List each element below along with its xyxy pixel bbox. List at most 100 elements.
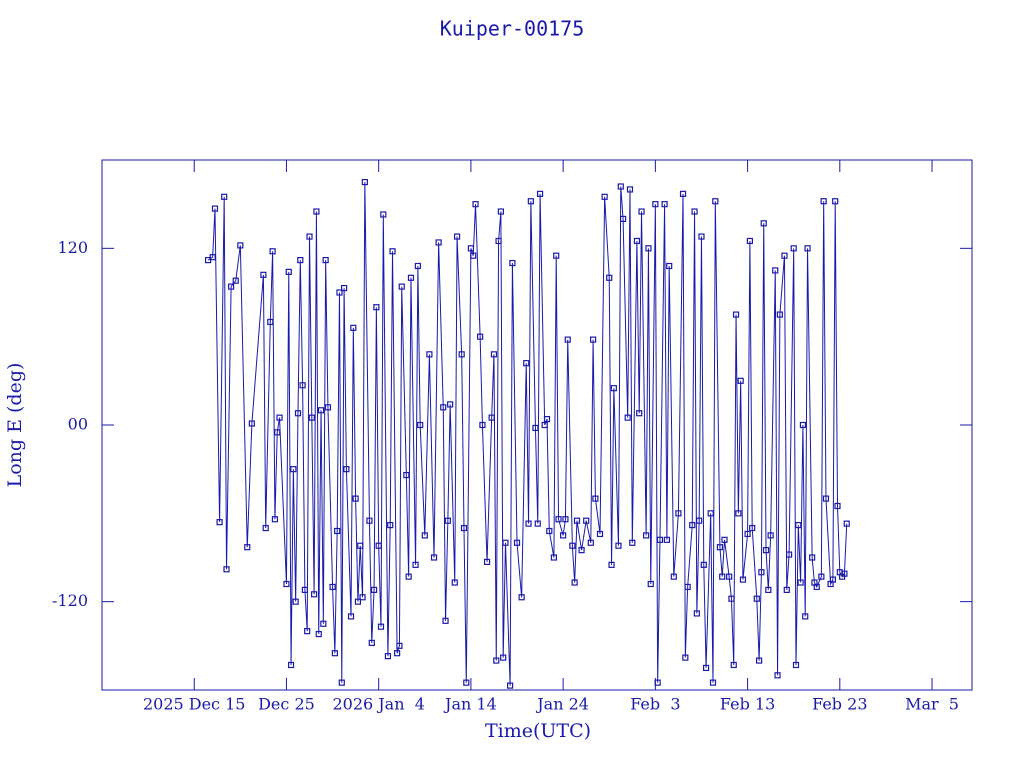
x-tick-label: Feb 13 — [720, 695, 775, 714]
data-point — [596, 530, 604, 538]
data-point — [509, 259, 516, 267]
data-point — [271, 516, 279, 523]
data-point — [626, 186, 634, 193]
data-point — [352, 495, 359, 502]
data-point — [804, 245, 811, 252]
data-point — [211, 205, 219, 212]
data-point — [297, 257, 304, 264]
data-point — [237, 242, 244, 249]
data-point — [774, 672, 781, 679]
data-point — [394, 650, 401, 657]
x-tick-label: 2026 Jan 4 — [332, 695, 424, 714]
data-point — [248, 420, 255, 427]
data-point — [262, 524, 269, 532]
data-point — [606, 274, 613, 281]
data-point — [334, 527, 341, 535]
data-point — [221, 193, 228, 200]
data-point — [726, 573, 733, 580]
data-point — [389, 248, 396, 255]
data-point — [523, 360, 530, 367]
data-point — [691, 208, 698, 215]
data-line — [207, 182, 848, 686]
data-point — [802, 613, 809, 620]
y-axis-title: Long E (deg) — [4, 363, 26, 488]
data-point — [384, 653, 392, 660]
data-point — [783, 586, 790, 593]
data-point — [532, 424, 539, 432]
data-point — [430, 554, 438, 561]
x-tick-label: 2025 Dec 15 — [143, 695, 246, 714]
data-point — [753, 595, 760, 602]
data-point — [283, 580, 290, 588]
data-point — [444, 517, 451, 524]
data-point — [629, 539, 636, 546]
y-tick-label: 120 — [57, 238, 88, 257]
data-point — [426, 351, 433, 358]
data-point — [829, 576, 836, 583]
data-point — [417, 421, 424, 429]
x-tick-label: Jan 14 — [443, 695, 497, 714]
data-point — [684, 583, 691, 591]
data-point — [477, 333, 484, 340]
data-point — [294, 410, 302, 417]
data-point — [260, 271, 267, 278]
data-point — [324, 404, 332, 411]
data-point — [652, 201, 659, 208]
data-point — [661, 201, 668, 208]
data-point — [645, 245, 652, 252]
data-point — [317, 407, 325, 414]
data-point — [702, 664, 710, 672]
x-tick-label: Feb 3 — [630, 695, 680, 714]
data-point — [370, 586, 378, 593]
data-point — [709, 679, 717, 686]
data-point — [758, 569, 765, 576]
data-point — [654, 679, 661, 686]
data-point — [756, 657, 763, 664]
data-point — [647, 580, 654, 588]
data-point — [765, 586, 772, 593]
data-point — [407, 274, 415, 281]
data-point — [451, 579, 458, 586]
data-point — [361, 178, 368, 186]
data-point — [403, 471, 410, 479]
data-point — [541, 421, 548, 429]
data-point — [682, 654, 689, 661]
data-point — [269, 248, 276, 255]
data-point — [841, 570, 848, 577]
data-point — [435, 239, 442, 246]
data-point — [513, 539, 521, 546]
data-point — [453, 233, 461, 240]
data-point — [543, 416, 551, 423]
data-point — [421, 532, 428, 539]
data-point — [518, 594, 525, 601]
chart-title: Kuiper-00175 — [440, 17, 585, 41]
data-point — [643, 532, 650, 539]
data-point — [331, 650, 338, 657]
data-point — [762, 547, 770, 554]
data-point — [583, 517, 590, 524]
y-tick-label: 00 — [68, 415, 88, 434]
data-point — [340, 284, 348, 292]
data-point — [232, 277, 239, 284]
data-point — [350, 324, 357, 331]
data-point — [633, 237, 641, 245]
data-point — [347, 613, 355, 620]
data-point — [578, 547, 585, 554]
data-point — [792, 661, 800, 669]
data-point — [299, 382, 306, 389]
data-point — [405, 573, 412, 580]
data-point — [663, 536, 670, 543]
data-point — [228, 283, 235, 290]
data-point — [313, 208, 320, 215]
data-point — [813, 583, 820, 591]
data-point — [354, 598, 362, 605]
data-point — [267, 318, 274, 326]
data-point — [785, 551, 793, 558]
data-point — [749, 524, 756, 532]
data-point — [834, 502, 841, 510]
data-point — [447, 401, 454, 408]
data-point — [689, 522, 696, 529]
data-point — [735, 510, 742, 517]
data-point — [536, 190, 544, 197]
data-point — [571, 579, 578, 586]
